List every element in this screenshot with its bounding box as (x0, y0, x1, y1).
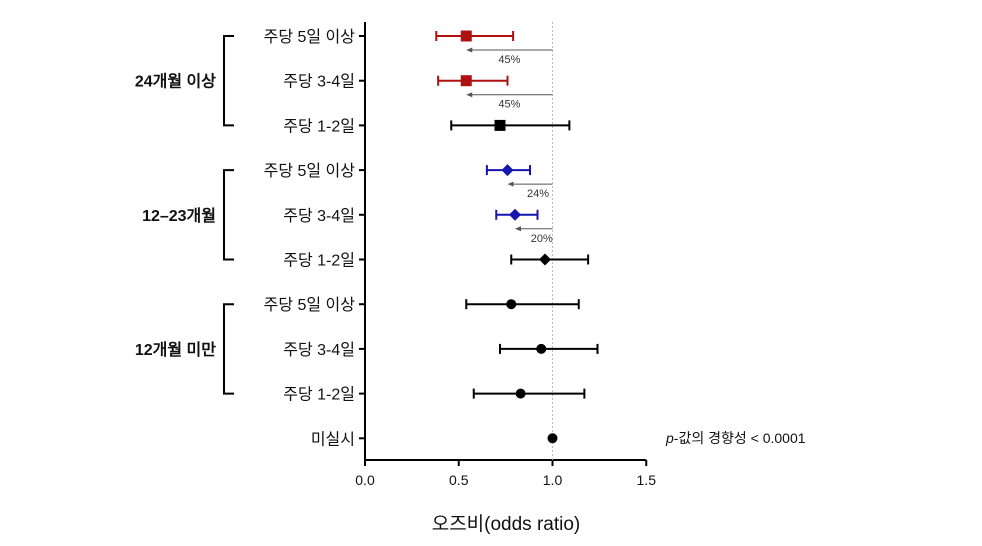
x-tick-label: 0.0 (355, 472, 375, 488)
point-circle (547, 433, 558, 444)
point-diamond (509, 208, 521, 221)
row-label: 주당 3-4일 (283, 341, 355, 359)
point-square (494, 119, 506, 131)
p-symbol: p (665, 430, 674, 446)
group-label: 24개월 이상 (135, 72, 216, 91)
point-square (460, 75, 472, 87)
row-label: 주당 1-2일 (283, 386, 355, 404)
group-bracket (223, 169, 234, 261)
reduction-label: 24% (527, 188, 549, 200)
group-label: 12–23개월 (142, 206, 216, 225)
row-label: 주당 3-4일 (283, 73, 355, 91)
arrow-head (507, 181, 514, 187)
reduction-label: 45% (498, 54, 520, 66)
reduction-label: 20% (531, 233, 553, 245)
p-trend-annotation: p-값의 경향성 < 0.0001 (665, 430, 806, 446)
row-label: 주당 5일 이상 (264, 296, 356, 314)
group-label: 12개월 미만 (135, 340, 216, 359)
x-tick-label: 0.5 (449, 472, 469, 488)
row-label: 주당 5일 이상 (264, 28, 356, 46)
p-trend-text: -값의 경향성 < 0.0001 (674, 430, 806, 446)
row-label: 주당 5일 이상 (264, 162, 356, 180)
row-label: 주당 1-2일 (283, 117, 355, 135)
point-square (460, 30, 472, 42)
point-circle (506, 299, 517, 310)
x-tick-label: 1.0 (543, 472, 563, 488)
row-label: 주당 3-4일 (283, 207, 355, 225)
point-circle (536, 343, 547, 354)
group-bracket (223, 303, 234, 395)
arrow-head (466, 92, 473, 98)
arrow-head (515, 226, 521, 232)
x-axis-label: 오즈비(odds ratio) (432, 513, 581, 535)
row-label: 주당 1-2일 (283, 252, 355, 270)
point-diamond (539, 253, 551, 266)
arrow-head (466, 47, 473, 53)
reduction-label: 45% (498, 99, 520, 111)
x-tick-label: 1.5 (637, 472, 657, 488)
row-label: 미실시 (311, 430, 355, 448)
point-circle (515, 388, 526, 399)
group-bracket (223, 35, 234, 127)
point-diamond (501, 164, 514, 177)
